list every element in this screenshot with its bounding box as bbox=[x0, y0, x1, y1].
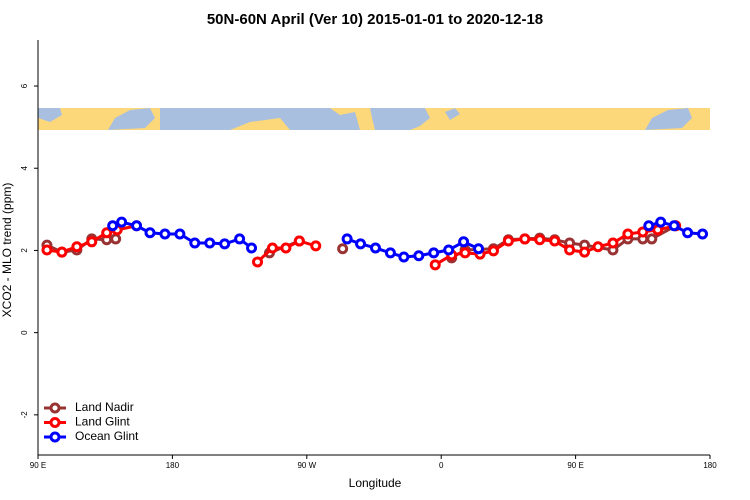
data-point bbox=[159, 228, 171, 240]
data-point bbox=[549, 235, 561, 247]
legend-label: Land Glint bbox=[75, 415, 130, 429]
data-point bbox=[413, 250, 425, 262]
data-point bbox=[174, 228, 186, 240]
legend-marker bbox=[49, 431, 61, 443]
x-tick-label: 180 bbox=[166, 461, 180, 470]
data-point bbox=[622, 228, 634, 240]
x-tick-label: 90 W bbox=[297, 461, 316, 470]
data-point bbox=[443, 244, 455, 256]
data-point bbox=[337, 243, 349, 255]
data-point bbox=[564, 244, 576, 256]
data-point bbox=[643, 220, 655, 232]
data-point bbox=[429, 259, 441, 271]
y-axis-label: XCO2 - MLO trend (ppm) bbox=[0, 183, 14, 318]
y-tick-label: 6 bbox=[20, 83, 29, 88]
data-point bbox=[592, 241, 604, 253]
data-point bbox=[384, 247, 396, 259]
data-point bbox=[459, 247, 471, 259]
x-tick-label: 90 E bbox=[30, 461, 46, 470]
legend-label: Ocean Glint bbox=[75, 429, 139, 443]
data-point bbox=[219, 238, 231, 250]
map-sea bbox=[160, 108, 360, 130]
data-point bbox=[697, 228, 709, 240]
y-tick-label: 4 bbox=[20, 165, 29, 170]
data-point bbox=[637, 226, 649, 238]
data-point bbox=[428, 247, 440, 259]
data-point bbox=[86, 236, 98, 248]
data-point bbox=[646, 233, 658, 245]
data-point bbox=[144, 227, 156, 239]
data-point bbox=[534, 234, 546, 246]
data-point bbox=[473, 243, 485, 255]
data-point bbox=[101, 227, 113, 239]
y-tick-label: 2 bbox=[20, 248, 29, 253]
data-point bbox=[266, 242, 278, 254]
data-point bbox=[280, 242, 292, 254]
data-point bbox=[71, 241, 83, 253]
data-point bbox=[56, 246, 68, 258]
x-tick-label: 0 bbox=[439, 461, 444, 470]
x-tick-label: 180 bbox=[703, 461, 717, 470]
x-tick-label: 90 E bbox=[567, 461, 583, 470]
data-point bbox=[369, 242, 381, 254]
data-point bbox=[655, 216, 667, 228]
data-point bbox=[341, 233, 353, 245]
legend-marker bbox=[49, 402, 61, 414]
data-point bbox=[579, 246, 591, 258]
map-sea bbox=[645, 108, 692, 130]
map-strip bbox=[38, 108, 710, 130]
data-point bbox=[41, 244, 53, 256]
data-point bbox=[116, 216, 128, 228]
legend-label: Land Nadir bbox=[75, 400, 134, 414]
map-sea bbox=[445, 108, 460, 120]
data-point bbox=[355, 238, 367, 250]
data-point bbox=[668, 220, 680, 232]
map-sea bbox=[108, 108, 155, 130]
chart-title: 50N-60N April (Ver 10) 2015-01-01 to 202… bbox=[207, 11, 543, 28]
data-point bbox=[519, 233, 531, 245]
data-point bbox=[131, 220, 143, 232]
y-tick-label: 0 bbox=[20, 330, 29, 335]
data-point bbox=[293, 235, 305, 247]
map-sea bbox=[370, 108, 430, 130]
data-point bbox=[107, 220, 119, 232]
data-point bbox=[310, 240, 322, 252]
data-point bbox=[246, 242, 258, 254]
data-point bbox=[682, 227, 694, 239]
data-point bbox=[487, 245, 499, 257]
x-axis-label: Longitude bbox=[349, 476, 402, 490]
data-point bbox=[398, 251, 410, 263]
legend-marker bbox=[49, 417, 61, 428]
y-tick-label: -2 bbox=[20, 411, 29, 419]
data-point bbox=[204, 237, 216, 249]
data-point bbox=[607, 237, 619, 249]
data-point bbox=[110, 233, 122, 245]
data-point bbox=[502, 235, 514, 247]
data-point bbox=[234, 233, 246, 245]
data-point bbox=[252, 256, 264, 268]
data-point bbox=[458, 236, 470, 248]
data-point bbox=[189, 237, 201, 249]
map-sea bbox=[38, 108, 62, 122]
